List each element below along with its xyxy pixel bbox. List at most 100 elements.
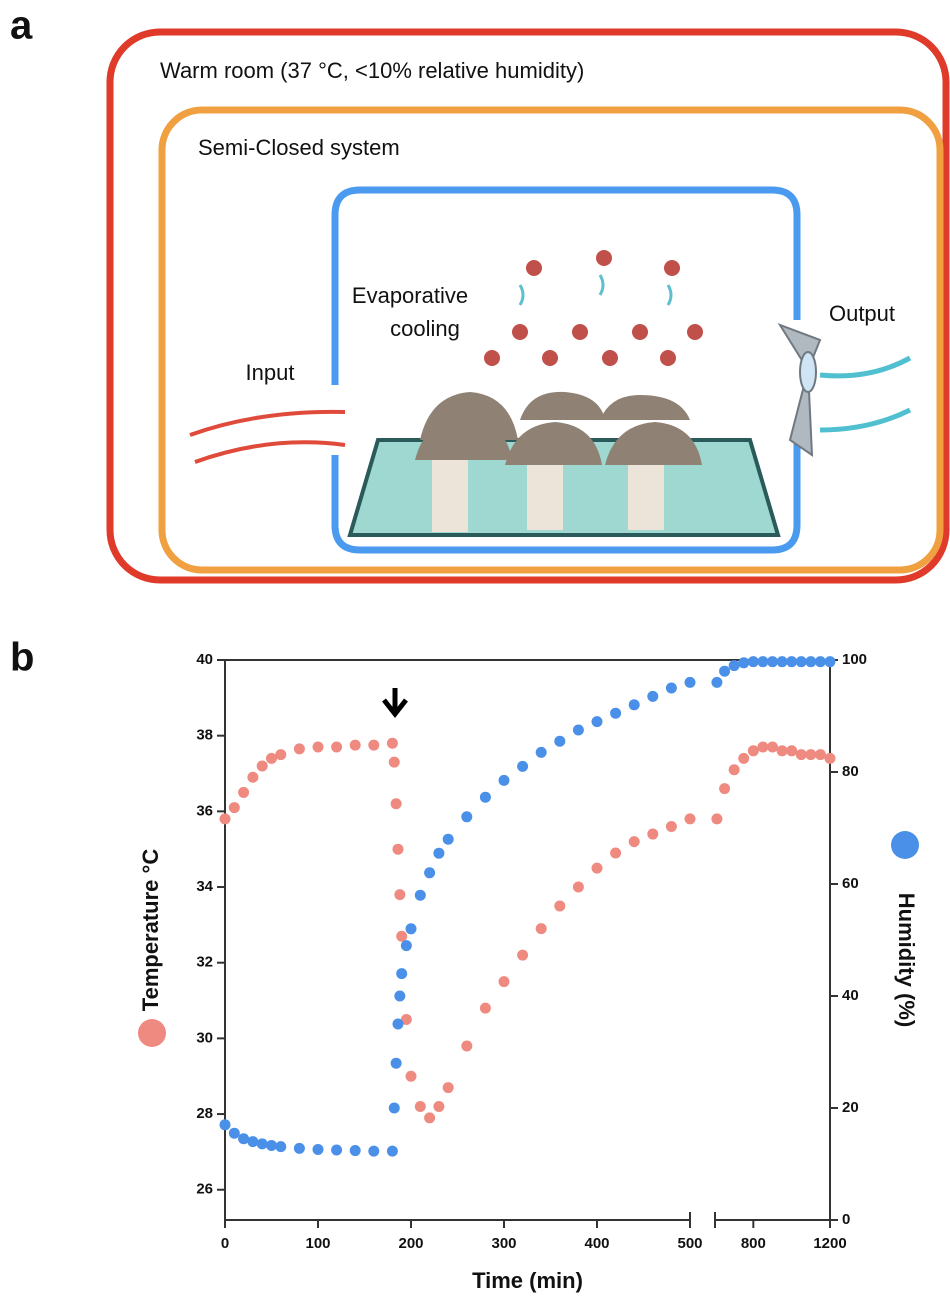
data-point (433, 848, 444, 859)
data-point (394, 889, 405, 900)
data-point (294, 743, 305, 754)
data-point (719, 783, 730, 794)
data-point (825, 753, 836, 764)
data-point (629, 836, 640, 847)
figure: a b Warm room (37 °C, <10% relative humi… (0, 0, 950, 1303)
data-point (805, 749, 816, 760)
data-point (443, 834, 454, 845)
data-point (391, 798, 402, 809)
y2-tick-label: 80 (842, 763, 859, 780)
data-point (748, 656, 759, 667)
data-point (554, 736, 565, 747)
data-point (424, 1112, 435, 1123)
y2-tick-label: 20 (842, 1099, 859, 1116)
x-tick-label: 100 (305, 1235, 330, 1252)
data-point (573, 882, 584, 893)
data-point (610, 708, 621, 719)
middle-label: Semi-Closed system (198, 135, 400, 160)
y-tick-label: 34 (196, 878, 213, 895)
data-point (275, 749, 286, 760)
x-tick-label: 400 (584, 1235, 609, 1252)
y2-tick-label: 100 (842, 651, 867, 668)
data-point (517, 761, 528, 772)
data-point (777, 656, 788, 667)
data-point (396, 931, 407, 942)
data-point (406, 1071, 417, 1082)
data-point (711, 677, 722, 688)
data-point (389, 1103, 400, 1114)
y-tick-label: 32 (196, 954, 213, 971)
y2-tick-label: 40 (842, 987, 859, 1004)
outer-label: Warm room (37 °C, <10% relative humidity… (160, 58, 584, 83)
data-point (396, 968, 407, 979)
y-tick-label: 30 (196, 1029, 213, 1046)
data-point (415, 890, 426, 901)
mushrooms (415, 392, 702, 532)
y-tick-label: 28 (196, 1105, 213, 1122)
data-point (647, 691, 658, 702)
data-point (685, 677, 696, 688)
data-point (825, 656, 836, 667)
data-point (767, 656, 778, 667)
y-tick-label: 36 (196, 802, 213, 819)
data-point (392, 1019, 403, 1030)
data-point (748, 745, 759, 756)
data-point (220, 813, 231, 824)
x-tick-label: 1200 (813, 1235, 846, 1252)
data-point (220, 1119, 231, 1130)
annotation-arrow (384, 688, 406, 714)
data-point (257, 1138, 268, 1149)
fan (780, 325, 820, 455)
data-point (350, 1145, 361, 1156)
output-arrows (820, 358, 910, 430)
data-point (229, 1128, 240, 1139)
data-point (350, 740, 361, 751)
data-point (517, 950, 528, 961)
data-point (815, 749, 826, 760)
data-point (331, 1145, 342, 1156)
data-point (433, 1101, 444, 1112)
process-label: cooling (390, 316, 460, 341)
data-point (275, 1141, 286, 1152)
data-point (313, 1144, 324, 1155)
data-point (647, 829, 658, 840)
input-label: Input (246, 360, 295, 385)
data-point (294, 1143, 305, 1154)
data-point (573, 725, 584, 736)
data-point (406, 923, 417, 934)
data-point (238, 1133, 249, 1144)
data-point (729, 764, 740, 775)
y2-tick-label: 60 (842, 875, 859, 892)
data-point (389, 757, 400, 768)
data-point (805, 656, 816, 667)
x-axis-title: Time (min) (472, 1268, 583, 1293)
data-point (738, 753, 749, 764)
x-tick-label: 200 (398, 1235, 423, 1252)
data-point (499, 775, 510, 786)
data-point (461, 811, 472, 822)
data-point (786, 745, 797, 756)
data-point (368, 740, 379, 751)
data-point (796, 656, 807, 667)
data-point (331, 742, 342, 753)
output-label: Output (829, 301, 895, 326)
data-point (666, 821, 677, 832)
x-tick-label: 800 (741, 1235, 766, 1252)
data-point (499, 976, 510, 987)
x-tick-label: 500 (677, 1235, 702, 1252)
input-arrows (190, 412, 345, 462)
data-point (757, 656, 768, 667)
data-point (247, 772, 258, 783)
data-point (238, 787, 249, 798)
panel-label: a (10, 4, 33, 48)
y-tick-label: 40 (196, 651, 213, 668)
y-tick-label: 38 (196, 727, 213, 744)
data-point (443, 1082, 454, 1093)
data-point (229, 802, 240, 813)
data-point (592, 863, 603, 874)
data-point (796, 749, 807, 760)
data-point (266, 1140, 277, 1151)
data-point (610, 847, 621, 858)
data-point (415, 1101, 426, 1112)
data-point (391, 1058, 402, 1069)
